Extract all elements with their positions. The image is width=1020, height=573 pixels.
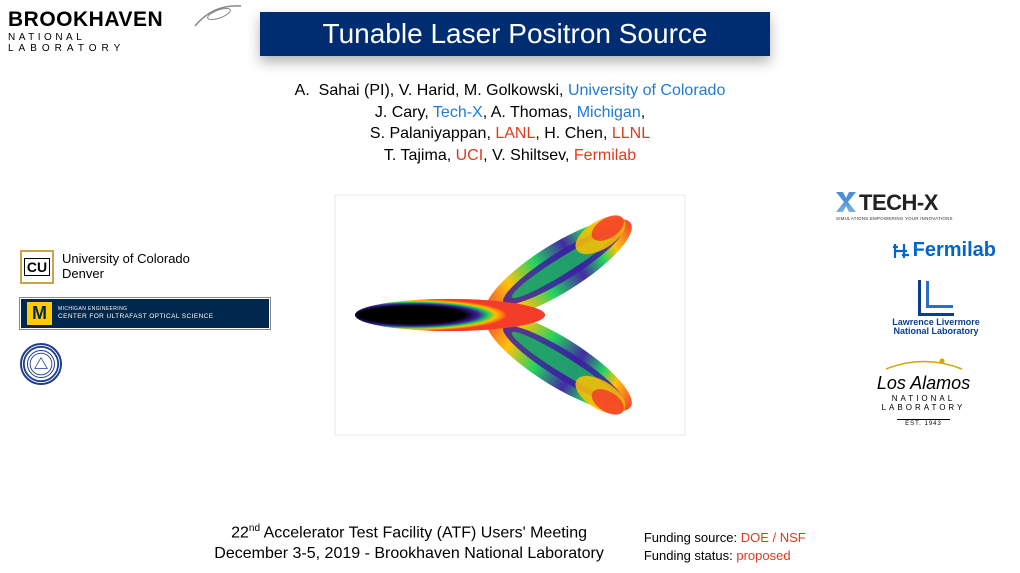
logo-sub-laboratory: LABORATORY	[8, 43, 125, 54]
affiliation-techx: Tech-X	[433, 104, 483, 121]
author-tajima: T. Tajima,	[384, 147, 456, 164]
fermilab-text: Fermilab	[913, 239, 996, 262]
affiliation-michigan: Michigan	[577, 104, 641, 121]
funding-source-line: Funding source: DOE / NSF	[644, 529, 806, 547]
uci-seal-icon	[20, 343, 62, 385]
llnl-logo: Lawrence Livermore National Laboratory	[876, 280, 996, 337]
meeting-ordinal: nd	[249, 523, 260, 534]
techx-x-icon	[836, 192, 856, 212]
llnl-icon	[918, 280, 954, 316]
uci-logo	[20, 343, 280, 385]
techx-tagline: SIMULATIONS EMPOWERING YOUR INNOVATIONS	[836, 216, 996, 221]
affiliation-uci: UCI	[456, 147, 484, 164]
affiliation-llnl: LLNL	[612, 125, 650, 142]
lanl-logo: Los Alamos NATIONAL LABORATORY EST. 1943	[851, 355, 996, 430]
cu-logo-text: University of Colorado Denver	[62, 252, 190, 282]
lanl-sub: NATIONAL LABORATORY	[851, 394, 996, 412]
cu-mark: CU	[24, 258, 50, 276]
author-line-1: A. Sahai (PI), V. Harid, M. Golkowski, U…	[0, 80, 1020, 102]
comma: ,	[641, 104, 645, 121]
cu-name-line1: University of Colorado	[62, 252, 190, 267]
author-names-1: A. Sahai (PI), V. Harid, M. Golkowski,	[295, 82, 568, 99]
lanl-arc-icon	[884, 358, 964, 370]
author-list: A. Sahai (PI), V. Harid, M. Golkowski, U…	[0, 80, 1020, 166]
author-palaniyappan: S. Palaniyappan,	[370, 125, 495, 142]
meeting-line2: December 3-5, 2019 - Brookhaven National…	[214, 544, 604, 565]
llnl-text: Lawrence Livermore National Laboratory	[876, 318, 996, 337]
right-logo-column: TECH-X SIMULATIONS EMPOWERING YOUR INNOV…	[836, 190, 996, 430]
funding-status-line: Funding status: proposed	[644, 547, 806, 565]
brookhaven-logo-main: BROOKHAVEN	[8, 8, 218, 32]
swoosh-icon	[193, 2, 243, 30]
meeting-num: 22	[231, 524, 249, 541]
author-chen: , H. Chen,	[535, 125, 611, 142]
author-shiltsev: , V. Shiltsev,	[483, 147, 574, 164]
author-line-2: J. Cary, Tech-X, A. Thomas, Michigan,	[0, 102, 1020, 124]
logo-sub-national: NATIONAL	[8, 32, 85, 43]
lanl-est: EST. 1943	[897, 419, 950, 427]
meeting-info: 22nd Accelerator Test Facility (ATF) Use…	[214, 522, 604, 565]
slide-footer: 22nd Accelerator Test Facility (ATF) Use…	[0, 522, 1020, 565]
michigan-cufos-label: CENTER FOR ULTRAFAST OPTICAL SCIENCE	[58, 313, 214, 321]
funding-source-value: DOE / NSF	[741, 530, 806, 545]
affiliation-colorado: University of Colorado	[568, 82, 725, 99]
affiliation-lanl: LANL	[495, 125, 535, 142]
michigan-cufos-logo: M MICHIGAN ENGINEERING CENTER FOR ULTRAF…	[20, 298, 270, 329]
michigan-m-icon: M	[27, 302, 52, 325]
techx-logo: TECH-X SIMULATIONS EMPOWERING YOUR INNOV…	[836, 190, 996, 221]
funding-info: Funding source: DOE / NSF Funding status…	[644, 529, 806, 565]
meeting-title: Accelerator Test Facility (ATF) Users' M…	[260, 524, 587, 541]
fermilab-logo: Fermilab	[892, 239, 996, 262]
techx-main-text: TECH-X	[836, 190, 996, 216]
simulation-figure	[330, 190, 690, 440]
meeting-line1: 22nd Accelerator Test Facility (ATF) Use…	[214, 522, 604, 544]
presentation-title: Tunable Laser Positron Source	[260, 12, 770, 56]
lanl-name: Los Alamos	[851, 373, 996, 394]
author-thomas: , A. Thomas,	[483, 104, 577, 121]
llnl-line2: National Laboratory	[876, 327, 996, 336]
affiliation-fermilab: Fermilab	[574, 147, 636, 164]
funding-source-label: Funding source:	[644, 530, 741, 545]
funding-status-value: proposed	[736, 548, 790, 563]
author-cary: J. Cary,	[375, 104, 433, 121]
cu-logo-icon: CU	[20, 250, 54, 284]
cu-name-line2: Denver	[62, 267, 190, 282]
logo-main-text: BROOKHAVEN	[8, 8, 163, 31]
michigan-text: MICHIGAN ENGINEERING CENTER FOR ULTRAFAS…	[58, 306, 214, 320]
brookhaven-logo-sub: NATIONAL LABORATORY	[8, 32, 218, 54]
left-logo-column: CU University of Colorado Denver M MICHI…	[20, 250, 280, 399]
author-line-3: S. Palaniyappan, LANL, H. Chen, LLNL	[0, 123, 1020, 145]
techx-name: TECH-X	[859, 190, 938, 215]
author-line-4: T. Tajima, UCI, V. Shiltsev, Fermilab	[0, 145, 1020, 167]
brookhaven-logo: BROOKHAVEN NATIONAL LABORATORY	[8, 8, 218, 54]
fermilab-icon	[892, 242, 910, 260]
cu-denver-logo: CU University of Colorado Denver	[20, 250, 280, 284]
funding-status-label: Funding status:	[644, 548, 737, 563]
